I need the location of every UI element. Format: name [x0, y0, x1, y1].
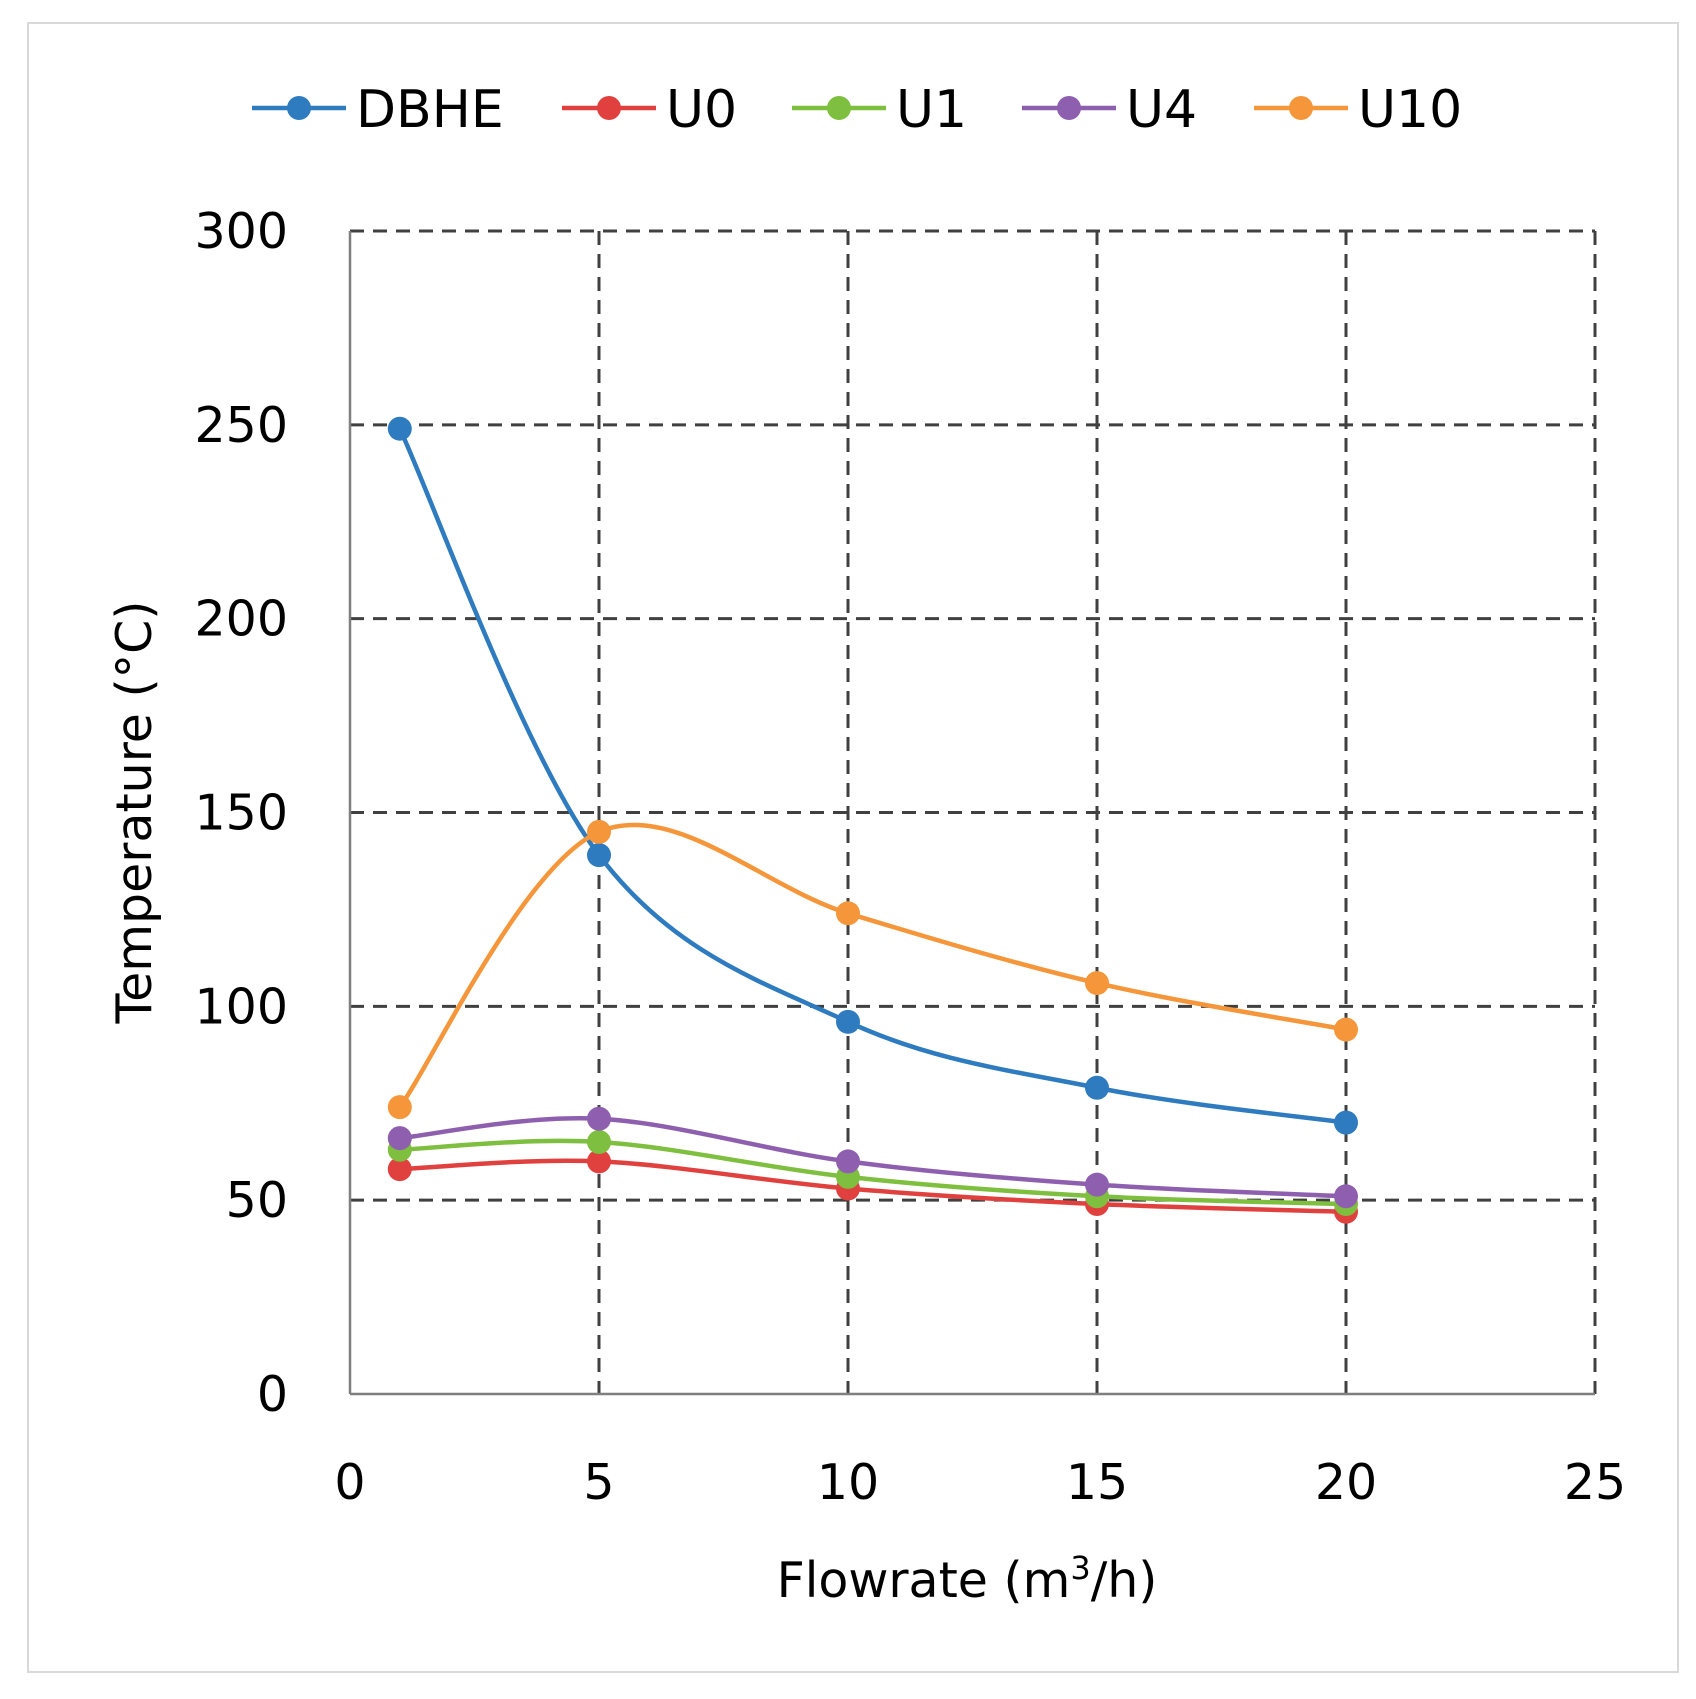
- series-u10: [387, 819, 1358, 1120]
- legend-marker: [1057, 96, 1081, 120]
- x-axis-label-main: Flowrate (m: [777, 1552, 1071, 1609]
- data-point-dbhe: [1334, 1110, 1358, 1135]
- data-point-u4: [1334, 1184, 1358, 1209]
- data-point-u10: [1334, 1017, 1358, 1042]
- data-point-u4: [587, 1106, 611, 1131]
- data-point-u4: [836, 1149, 860, 1174]
- series-lines: [387, 416, 1358, 1224]
- x-tick-label: 20: [1315, 1454, 1377, 1511]
- y-tick-label: 100: [194, 978, 288, 1035]
- legend-label: U4: [1126, 80, 1197, 140]
- y-tick-label: 300: [194, 203, 288, 260]
- data-point-u10: [587, 819, 611, 844]
- data-point-u0: [587, 1149, 611, 1174]
- series-line-u1: [399, 1138, 1347, 1207]
- axes: [348, 231, 1595, 1396]
- data-point-u0: [387, 1157, 412, 1182]
- data-point-dbhe: [387, 416, 412, 441]
- series-line-u4: [399, 1116, 1347, 1199]
- data-point-u10: [387, 1095, 412, 1120]
- series-u4: [387, 1106, 1358, 1209]
- y-tick-label: 50: [226, 1172, 288, 1229]
- x-axis-label: Flowrate (m3/h): [777, 1549, 1158, 1609]
- legend-marker: [597, 96, 621, 120]
- legend-item-u10: U10: [1254, 80, 1462, 140]
- legend-marker: [1289, 96, 1313, 120]
- tick-labels: 0 50 100 150 200 250 300 0 5 10 15 20 25: [194, 203, 1626, 1511]
- data-point-dbhe: [836, 1009, 860, 1034]
- legend-marker: [827, 96, 851, 120]
- series-line-u0: [399, 1158, 1347, 1215]
- legend-label: U10: [1358, 80, 1462, 140]
- y-tick-label: 0: [257, 1366, 288, 1423]
- series-u0: [387, 1149, 1358, 1224]
- grid-lines: [350, 229, 1597, 1394]
- series-line-u10: [397, 822, 1347, 1109]
- x-tick-label: 15: [1066, 1454, 1128, 1511]
- series-line-dbhe: [397, 427, 1347, 1125]
- chart-frame: [27, 22, 1679, 1673]
- legend-marker: [287, 96, 311, 120]
- x-tick-label: 25: [1564, 1454, 1626, 1511]
- series-dbhe: [387, 416, 1358, 1135]
- legend-item-u0: U0: [562, 80, 737, 140]
- data-point-u10: [836, 901, 860, 926]
- data-point-u1: [587, 1130, 611, 1155]
- data-point-u4: [1085, 1172, 1109, 1197]
- legend-label: DBHE: [356, 80, 504, 140]
- x-axis-label-end: /h): [1091, 1552, 1158, 1609]
- x-tick-label: 0: [334, 1454, 365, 1511]
- series-u1: [387, 1130, 1358, 1217]
- legend-label: U1: [896, 80, 967, 140]
- legend-item-u4: U4: [1022, 80, 1197, 140]
- data-point-dbhe: [587, 843, 611, 868]
- legend: DBHE U0 U1 U4 U10: [252, 80, 1462, 140]
- data-point-u4: [387, 1126, 412, 1151]
- legend-label: U0: [666, 80, 737, 140]
- x-tick-label: 5: [583, 1454, 614, 1511]
- y-tick-label: 150: [194, 785, 288, 842]
- y-tick-label: 250: [194, 397, 288, 454]
- legend-item-u1: U1: [792, 80, 967, 140]
- data-point-u10: [1085, 971, 1109, 996]
- y-tick-label: 200: [194, 591, 288, 648]
- legend-item-dbhe: DBHE: [252, 80, 504, 140]
- data-point-dbhe: [1085, 1075, 1109, 1100]
- x-axis-label-sup: 3: [1070, 1549, 1090, 1587]
- x-tick-label: 10: [817, 1454, 879, 1511]
- y-axis-label: Temperature (°C): [106, 601, 163, 1025]
